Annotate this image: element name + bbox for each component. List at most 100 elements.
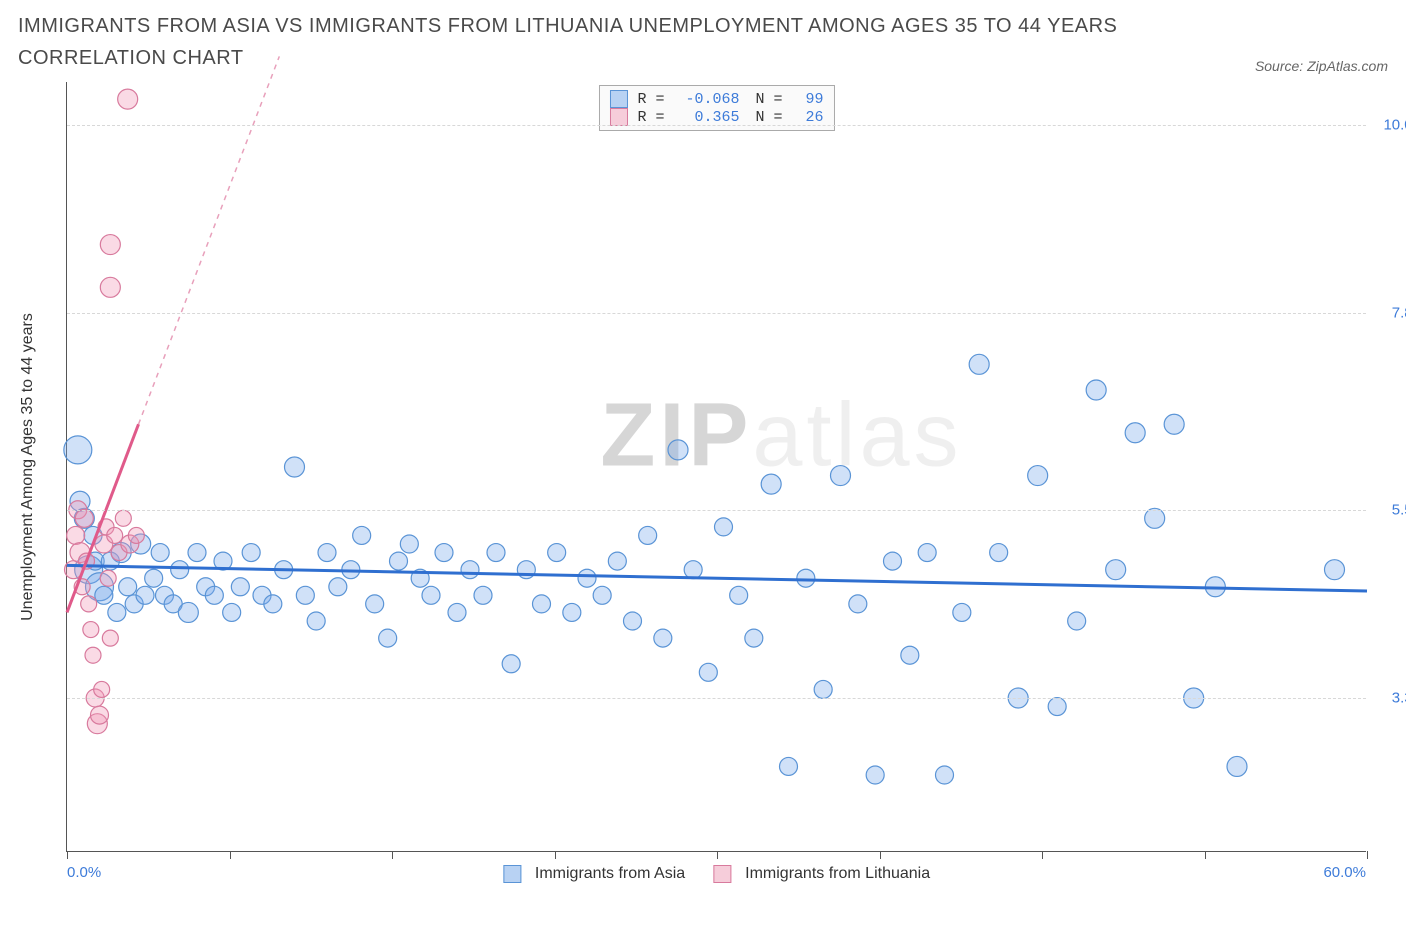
- legend-item: Immigrants from Lithuania: [713, 865, 930, 883]
- data-point: [100, 277, 120, 297]
- data-point: [654, 629, 672, 647]
- data-point: [745, 629, 763, 647]
- data-point: [849, 595, 867, 613]
- data-point: [831, 466, 851, 486]
- data-point: [699, 663, 717, 681]
- stats-row: R = -0.068 N = 99: [609, 90, 823, 108]
- data-point: [107, 527, 123, 543]
- scatter-svg: [67, 82, 1367, 852]
- data-point: [145, 569, 163, 587]
- x-tick: [67, 851, 68, 859]
- data-point: [379, 629, 397, 647]
- data-point: [639, 526, 657, 544]
- legend-item: Immigrants from Asia: [503, 865, 685, 883]
- data-point: [487, 544, 505, 562]
- legend-swatch: [609, 108, 627, 126]
- data-point: [102, 630, 118, 646]
- data-point: [95, 586, 113, 604]
- chart-container: Unemployment Among Ages 35 to 44 years Z…: [18, 82, 1388, 892]
- data-point: [75, 509, 93, 527]
- data-point: [94, 681, 110, 697]
- legend-swatch: [713, 865, 731, 883]
- data-point: [178, 602, 198, 622]
- y-tick-label: 5.5%: [1372, 501, 1406, 518]
- data-point: [761, 474, 781, 494]
- data-point: [548, 544, 566, 562]
- data-point: [85, 647, 101, 663]
- data-point: [990, 544, 1008, 562]
- data-point: [329, 578, 347, 596]
- data-point: [461, 561, 479, 579]
- data-point: [563, 603, 581, 621]
- data-point: [953, 603, 971, 621]
- stats-row: R = 0.365N = 26: [609, 108, 823, 126]
- data-point: [1227, 756, 1247, 776]
- data-point: [797, 569, 815, 587]
- y-axis-label: Unemployment Among Ages 35 to 44 years: [19, 313, 37, 621]
- data-point: [188, 544, 206, 562]
- data-point: [264, 595, 282, 613]
- data-point: [296, 586, 314, 604]
- data-point: [502, 655, 520, 673]
- data-point: [866, 766, 884, 784]
- stats-r-label: R =: [637, 91, 673, 108]
- data-point: [390, 552, 408, 570]
- data-point: [231, 578, 249, 596]
- stats-n-label: N =: [756, 109, 792, 126]
- x-tick: [880, 851, 881, 859]
- gridline-h: [67, 510, 1366, 511]
- bottom-legend: Immigrants from Asia Immigrants from Lith…: [503, 865, 930, 883]
- data-point: [1125, 423, 1145, 443]
- trend-line-extended: [139, 56, 280, 424]
- data-point: [901, 646, 919, 664]
- data-point: [100, 570, 116, 586]
- data-point: [448, 603, 466, 621]
- data-point: [366, 595, 384, 613]
- data-point: [242, 544, 260, 562]
- data-point: [1068, 612, 1086, 630]
- x-tick: [1205, 851, 1206, 859]
- data-point: [1048, 698, 1066, 716]
- y-tick-label: 3.3%: [1372, 690, 1406, 707]
- data-point: [400, 535, 418, 553]
- data-point: [918, 544, 936, 562]
- data-point: [936, 766, 954, 784]
- stats-n-label: N =: [756, 91, 792, 108]
- data-point: [67, 526, 85, 544]
- data-point: [969, 354, 989, 374]
- data-point: [205, 586, 223, 604]
- gridline-h: [67, 698, 1366, 699]
- data-point: [83, 622, 99, 638]
- legend-label: Immigrants from Lithuania: [745, 865, 930, 883]
- data-point: [608, 552, 626, 570]
- data-point: [151, 544, 169, 562]
- data-point: [578, 569, 596, 587]
- plot-area: ZIPatlas R = -0.068N = 99R = 0.365N = 26…: [66, 82, 1366, 852]
- x-tick: [392, 851, 393, 859]
- stats-n-value: 99: [796, 91, 824, 108]
- chart-title: IMMIGRANTS FROM ASIA VS IMMIGRANTS FROM …: [18, 10, 1138, 74]
- legend-label: Immigrants from Asia: [535, 865, 685, 883]
- data-point: [668, 440, 688, 460]
- data-point: [533, 595, 551, 613]
- data-point: [91, 706, 109, 724]
- data-point: [1325, 560, 1345, 580]
- data-point: [624, 612, 642, 630]
- data-point: [435, 544, 453, 562]
- data-point: [353, 526, 371, 544]
- data-point: [318, 544, 336, 562]
- data-point: [422, 586, 440, 604]
- x-tick-label-last: 60.0%: [1323, 864, 1366, 881]
- legend-swatch: [609, 90, 627, 108]
- y-tick-label: 7.8%: [1372, 305, 1406, 322]
- stats-r-value: 0.365: [678, 109, 740, 126]
- x-tick-label-first: 0.0%: [67, 864, 101, 881]
- data-point: [171, 561, 189, 579]
- legend-swatch: [503, 865, 521, 883]
- stats-r-value: -0.068: [678, 91, 740, 108]
- x-tick: [1042, 851, 1043, 859]
- data-point: [730, 586, 748, 604]
- x-tick: [555, 851, 556, 859]
- x-tick: [717, 851, 718, 859]
- data-point: [81, 596, 97, 612]
